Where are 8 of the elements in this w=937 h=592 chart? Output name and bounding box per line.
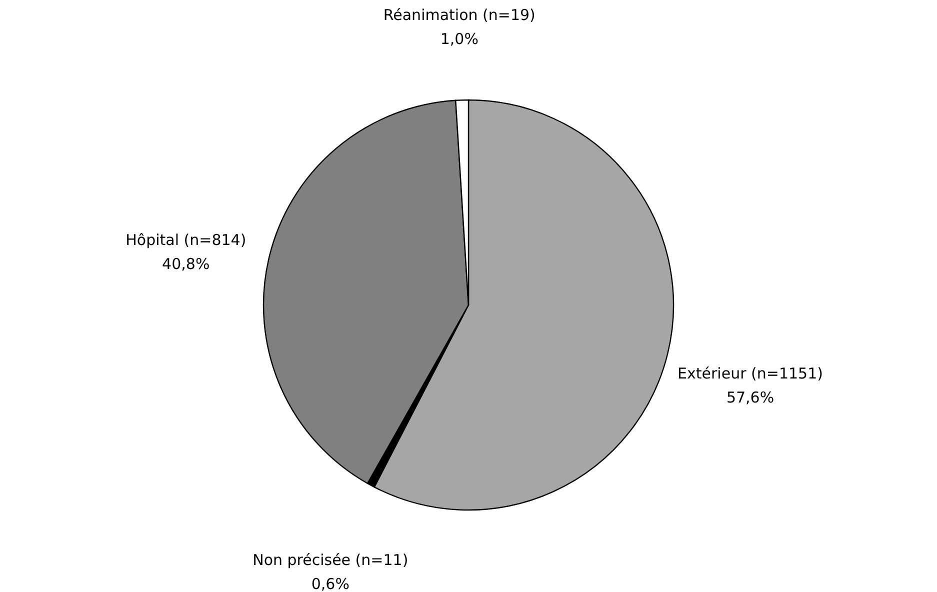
data-label: 40,8% <box>162 254 210 273</box>
slice-label: Non précisée (n=11) <box>252 551 408 569</box>
slice-label: Extérieur (n=1151) <box>678 364 823 383</box>
slice-label: Hôpital (n=814) <box>126 230 246 249</box>
data-label: 0,6% <box>311 575 350 592</box>
slice-label: Réanimation (n=19) <box>383 6 536 24</box>
data-label: 57,6% <box>726 388 774 407</box>
data-label: 1,0% <box>440 30 478 48</box>
